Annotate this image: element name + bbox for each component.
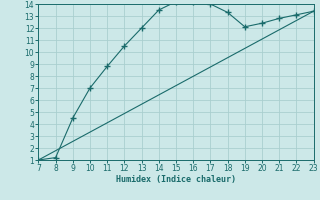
X-axis label: Humidex (Indice chaleur): Humidex (Indice chaleur) bbox=[116, 175, 236, 184]
